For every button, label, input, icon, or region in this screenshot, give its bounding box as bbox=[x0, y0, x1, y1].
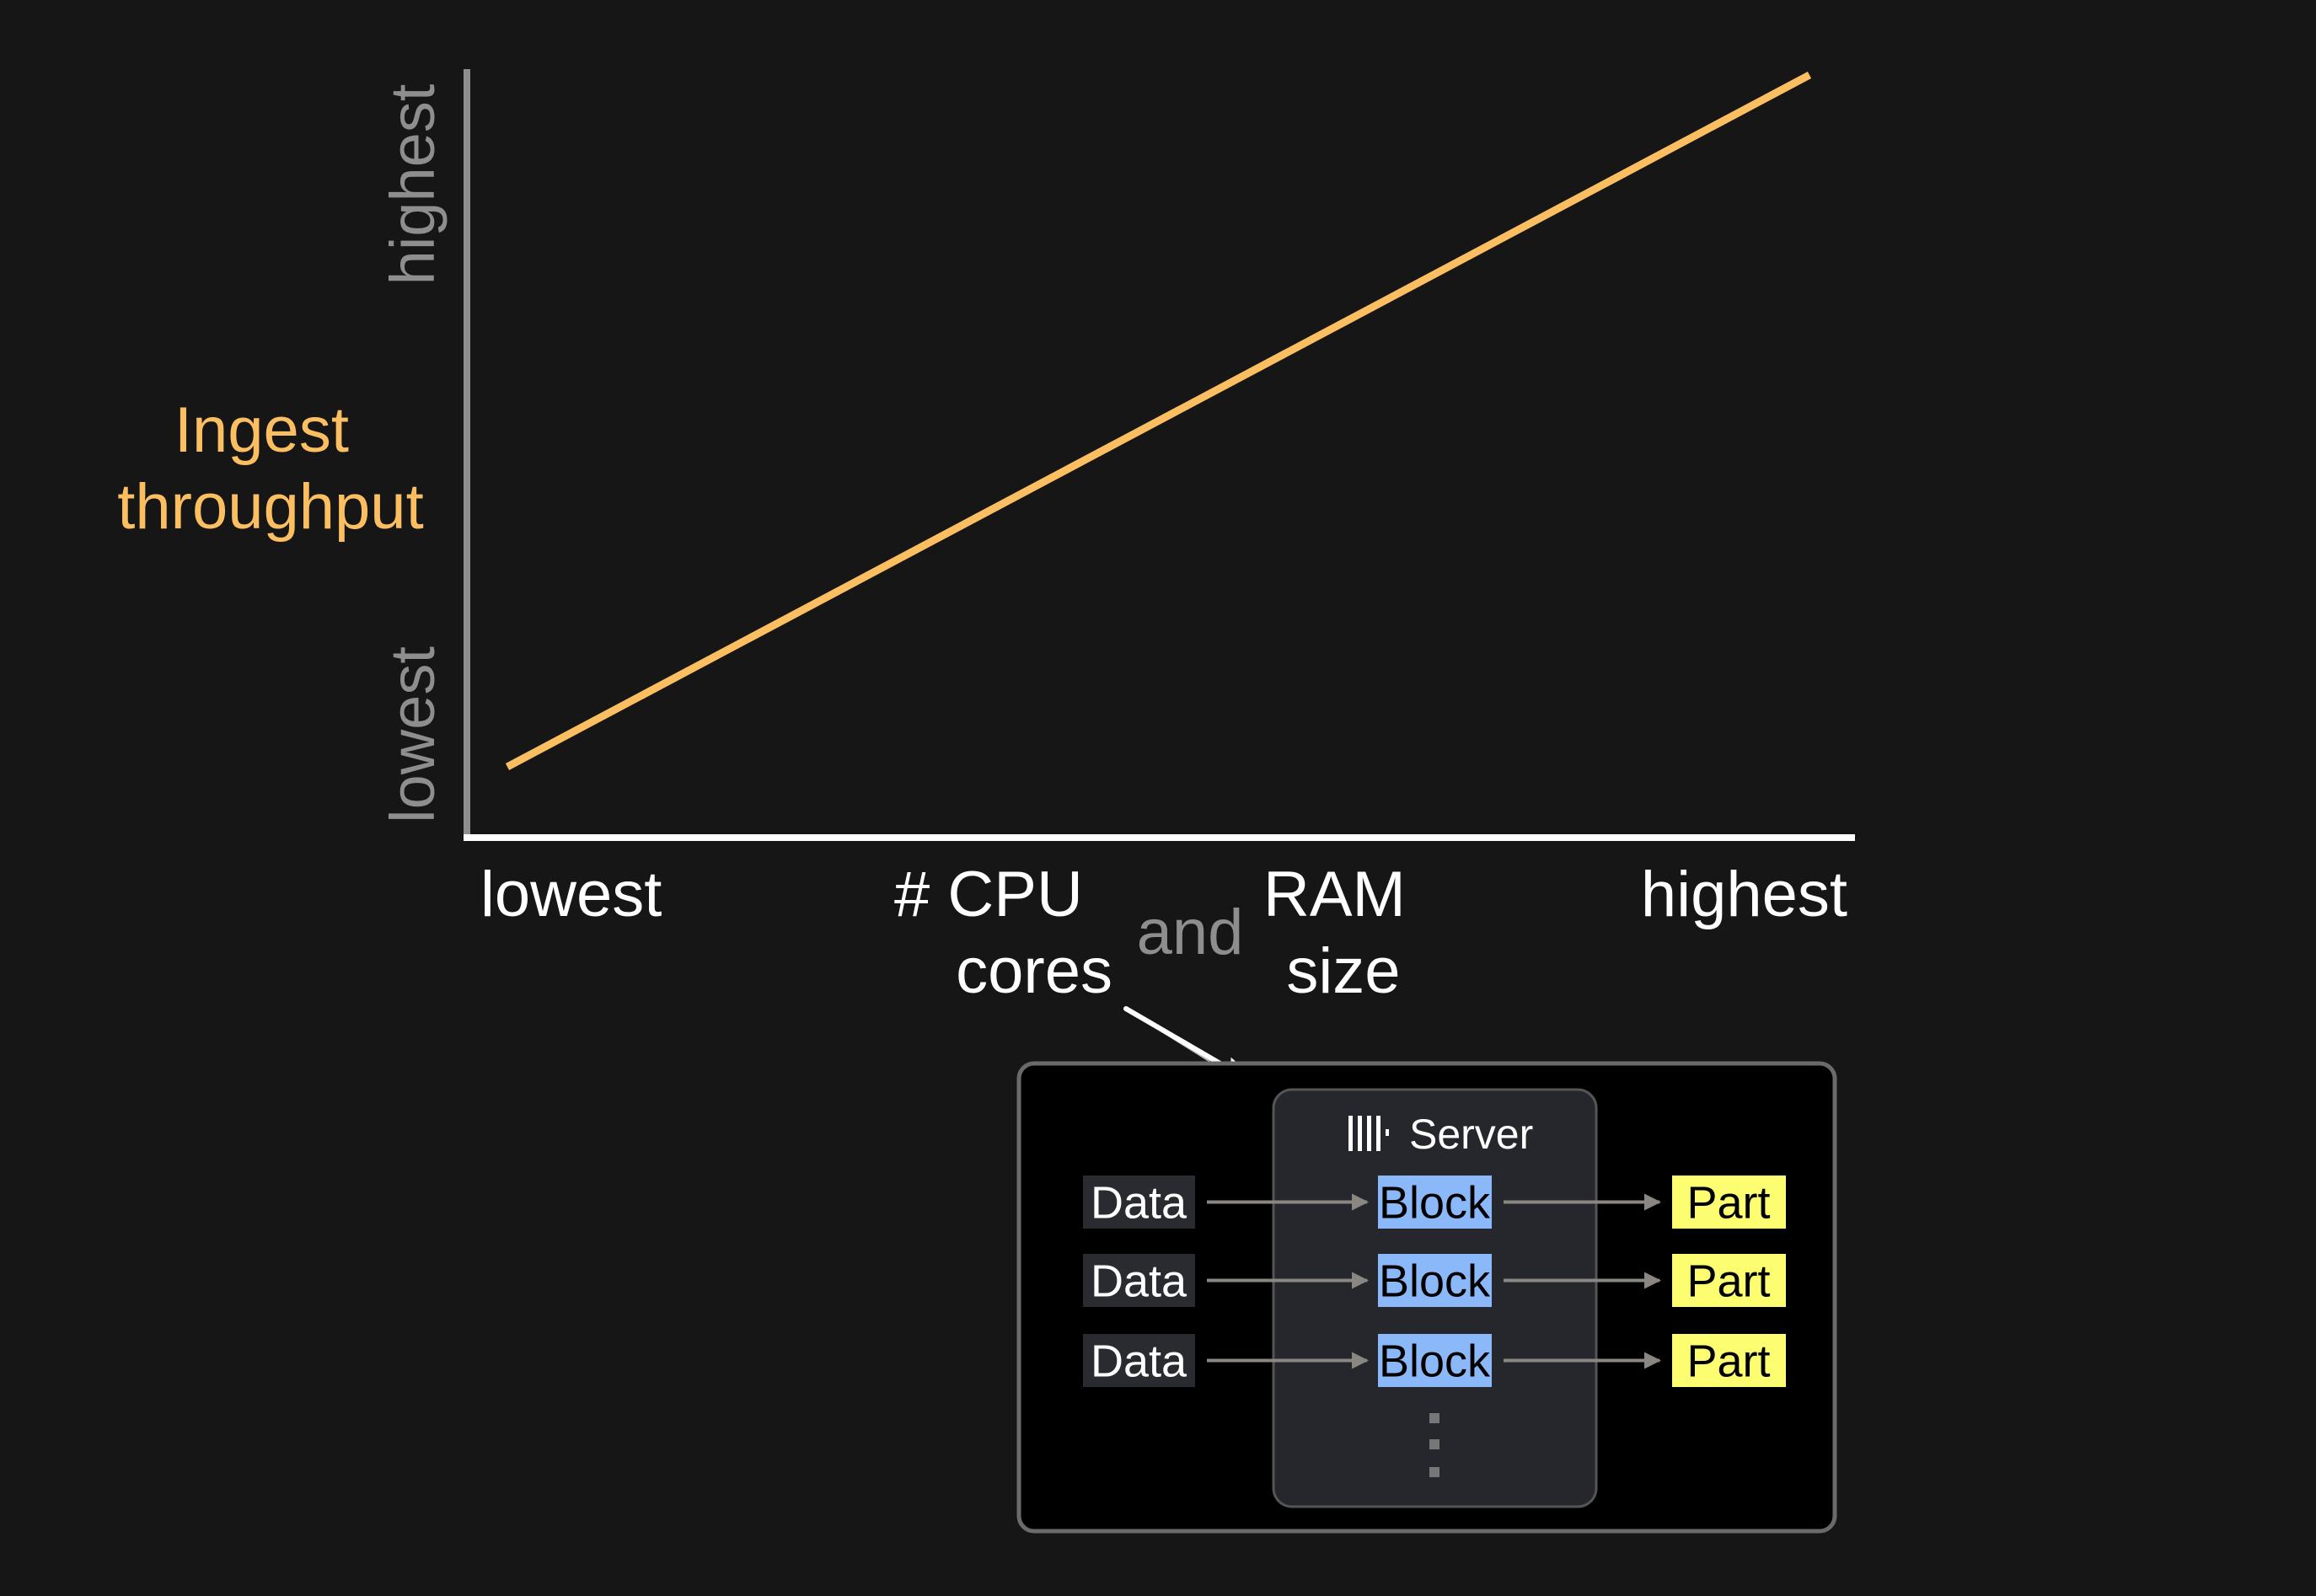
x-label-ram: RAM size bbox=[1263, 859, 1423, 1007]
x-label-and: and bbox=[1137, 897, 1244, 968]
trend-line bbox=[505, 72, 1812, 770]
y-axis-label: Ingest throughput bbox=[117, 394, 423, 543]
diagram-row: Data Block Part bbox=[1083, 1176, 1786, 1229]
ram-line1: RAM bbox=[1263, 859, 1406, 930]
cpu-line1: # CPU bbox=[894, 859, 1083, 930]
x-label-cpu: # CPU cores bbox=[894, 859, 1112, 1007]
data-box bbox=[1083, 1176, 1195, 1229]
diagram-row: Data Block Part bbox=[1083, 1254, 1786, 1307]
block-box bbox=[1378, 1334, 1492, 1387]
part-box bbox=[1672, 1254, 1786, 1307]
cpu-line2: cores bbox=[956, 935, 1112, 1007]
data-label: Data bbox=[1091, 1256, 1187, 1307]
y-label-line1: Ingest bbox=[174, 394, 349, 466]
block-box bbox=[1378, 1254, 1492, 1307]
y-label-line2: throughput bbox=[117, 471, 423, 543]
ingest-diagram: Server Data Block Part Data Block Part Data Blo… bbox=[1016, 1061, 1837, 1534]
diagram-row: Data Block Part bbox=[1083, 1334, 1786, 1387]
more-dots-icon bbox=[1429, 1413, 1439, 1477]
y-tick-lowest: lowest bbox=[378, 646, 448, 823]
part-box bbox=[1672, 1334, 1786, 1387]
server-logo-icon bbox=[1348, 1116, 1389, 1151]
data-box bbox=[1083, 1334, 1195, 1387]
data-label: Data bbox=[1091, 1336, 1187, 1387]
block-label: Block bbox=[1379, 1256, 1491, 1307]
data-label: Data bbox=[1091, 1178, 1187, 1229]
block-label: Block bbox=[1379, 1336, 1491, 1387]
ram-line2: size bbox=[1286, 935, 1400, 1007]
x-tick-highest: highest bbox=[1641, 859, 1847, 930]
block-box bbox=[1378, 1176, 1492, 1229]
part-label: Part bbox=[1686, 1256, 1770, 1307]
block-label: Block bbox=[1379, 1178, 1491, 1229]
part-label: Part bbox=[1686, 1336, 1770, 1387]
part-box bbox=[1672, 1176, 1786, 1229]
server-label: Server bbox=[1409, 1111, 1533, 1158]
data-box bbox=[1083, 1254, 1195, 1307]
x-tick-lowest: lowest bbox=[480, 859, 662, 930]
y-tick-highest: highest bbox=[378, 83, 448, 285]
part-label: Part bbox=[1686, 1178, 1770, 1229]
